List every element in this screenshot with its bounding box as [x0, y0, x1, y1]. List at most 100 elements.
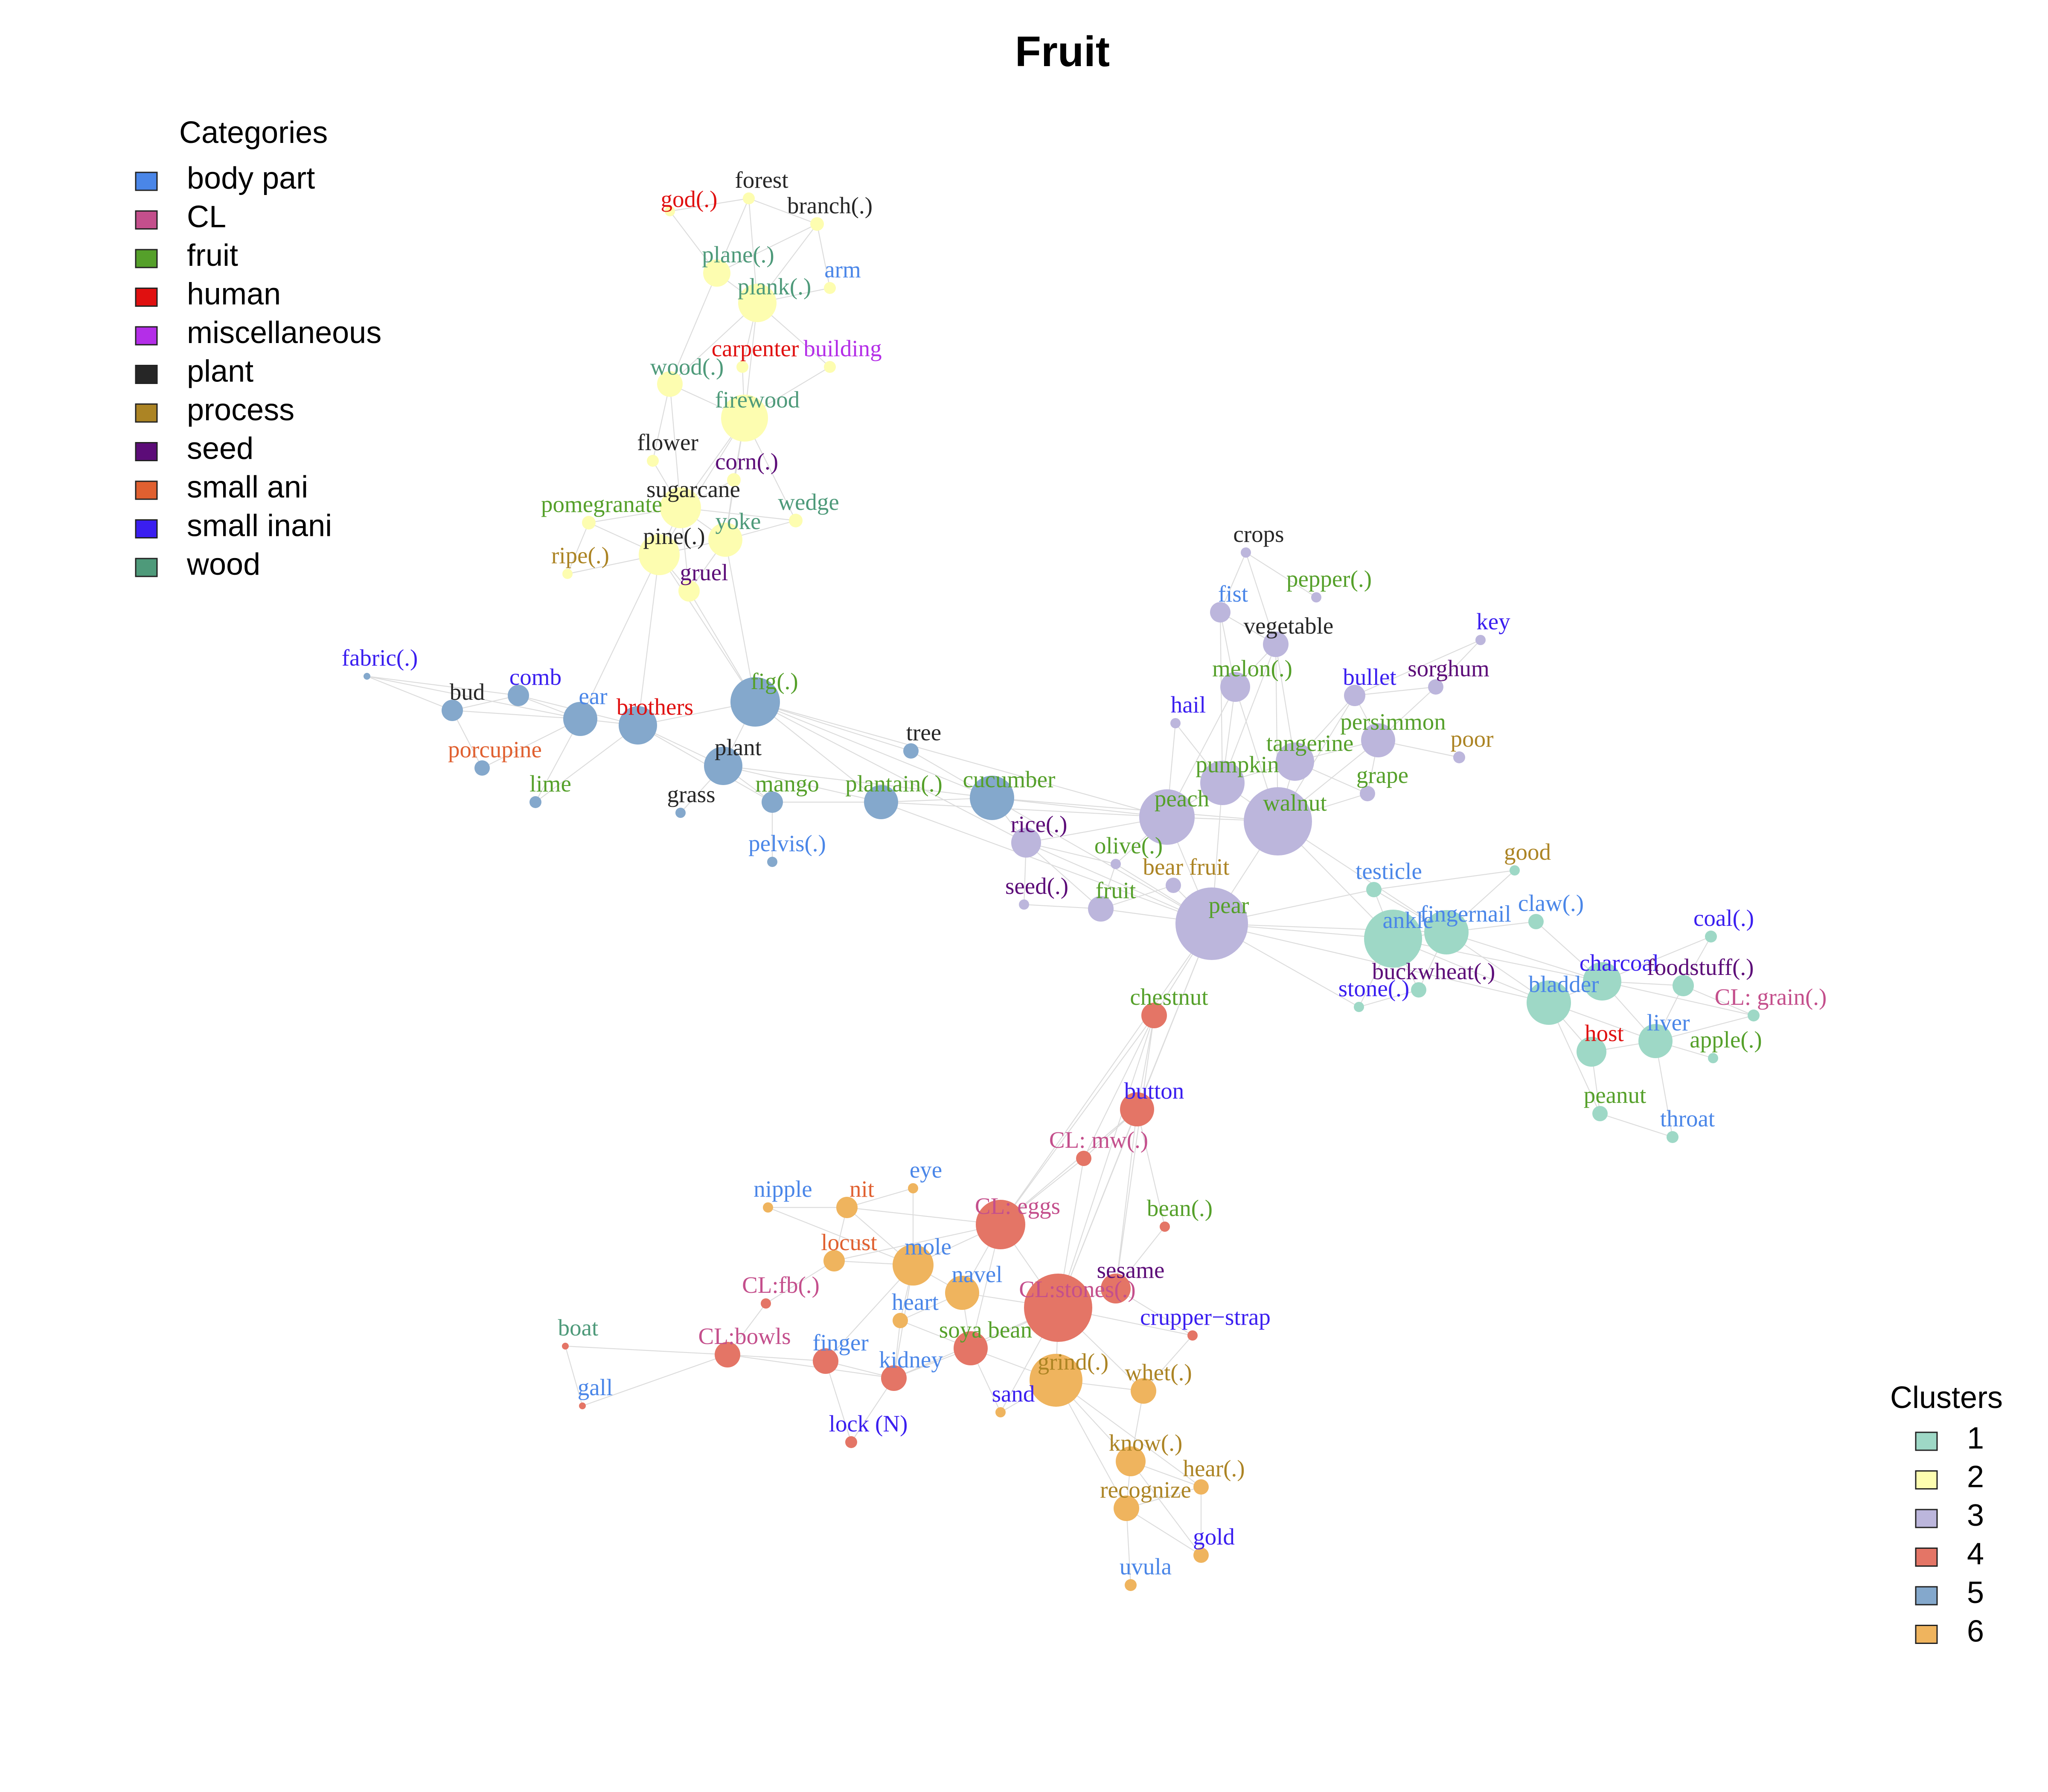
- node-label-persimmon: persimmon: [1340, 709, 1446, 735]
- node-label-bean: bean(.): [1147, 1195, 1213, 1221]
- node-label-seed: seed(.): [1005, 873, 1068, 899]
- node-label-sugarcane: sugarcane: [646, 476, 740, 502]
- node-label-lock-n: lock (N): [829, 1411, 908, 1437]
- node-label-stone: stone(.): [1338, 975, 1409, 1001]
- node-gold: [1193, 1548, 1209, 1563]
- node-label-bud: bud: [450, 679, 485, 705]
- edge-recognize-uvula: [1126, 1508, 1132, 1585]
- legend-categories-title: Categories: [179, 116, 328, 150]
- node-hail: [1170, 718, 1181, 728]
- node-plant: [704, 747, 742, 785]
- edge-wood-flower: [652, 384, 671, 461]
- edge-good-testicle: [1373, 870, 1515, 890]
- edge-pomegranate-ripe: [567, 522, 590, 574]
- node-label-mole: mole: [905, 1233, 951, 1260]
- node-bud: [442, 700, 463, 721]
- edge-button-cl-eggs: [1000, 1109, 1137, 1225]
- node-building: [824, 361, 836, 373]
- node-plank: [738, 284, 777, 322]
- edge-boat-gall: [564, 1346, 583, 1406]
- node-throat: [1667, 1131, 1679, 1143]
- node-label-pomegranate: pomegranate: [541, 491, 662, 517]
- node-label-testicle: testicle: [1356, 858, 1422, 884]
- node-label-cl-grain: CL: grain(.): [1715, 984, 1827, 1010]
- node-label-host: host: [1585, 1020, 1624, 1046]
- node-label-tree: tree: [906, 719, 941, 745]
- edge-cl-bowls-kidney: [727, 1354, 894, 1379]
- node-persimmon: [1361, 723, 1395, 757]
- edge-foodstuff-cl-grain: [1683, 985, 1754, 1016]
- node-coal: [1705, 931, 1717, 943]
- node-label-olive: olive(.): [1094, 832, 1163, 858]
- edge-pine-fig: [659, 554, 756, 702]
- node-flower: [647, 455, 659, 467]
- node-brothers: [619, 706, 657, 745]
- edge-chestnut-cl-eggs: [1000, 1015, 1155, 1225]
- edge-seed-fruit: [1024, 904, 1101, 910]
- node-mole: [893, 1245, 934, 1286]
- node-label-soya-bean: soya bean: [939, 1317, 1032, 1343]
- legend-label-cluster-4: 4: [1967, 1537, 1984, 1571]
- edge-button-cl-stones: [1057, 1109, 1138, 1308]
- node-label-ear: ear: [579, 683, 607, 709]
- node-label-fabric: fabric(.): [342, 645, 418, 671]
- node-label-gruel: gruel: [680, 559, 728, 585]
- node-label-cl-stones: CL:stones(.): [1019, 1276, 1135, 1302]
- node-gruel: [678, 580, 700, 602]
- node-label-peach: peach: [1155, 785, 1209, 812]
- edge-boat-cl-bowls: [565, 1345, 728, 1356]
- node-liver: [1638, 1024, 1673, 1058]
- node-label-nit: nit: [849, 1176, 874, 1202]
- node-label-boat: boat: [558, 1315, 599, 1341]
- node-porcupine: [474, 760, 490, 776]
- node-label-peanut: peanut: [1584, 1082, 1647, 1108]
- edge-branch-arm: [816, 224, 831, 288]
- edge-nipple-mole: [768, 1207, 913, 1266]
- node-claw: [1528, 914, 1544, 929]
- node-vegetable: [1263, 631, 1289, 657]
- legend-swatch-cl: [135, 210, 158, 230]
- node-buckwheat: [1411, 982, 1426, 998]
- node-foodstuff: [1673, 975, 1694, 996]
- node-label-porcupine: porcupine: [448, 736, 542, 762]
- node-label-heart: heart: [892, 1289, 939, 1315]
- edge-vegetable-tangerine: [1275, 644, 1296, 762]
- node-label-building: building: [803, 335, 881, 361]
- legend-label-fruit: fruit: [187, 239, 238, 273]
- node-label-bladder: bladder: [1529, 971, 1599, 997]
- edge-wood-sugarcane: [669, 384, 681, 508]
- node-mango: [762, 791, 783, 813]
- edge-sesame-crupper-strap: [1115, 1288, 1193, 1336]
- node-walnut: [1244, 787, 1312, 855]
- node-ear: [563, 702, 597, 736]
- node-label-grass: grass: [667, 781, 715, 807]
- node-fruit: [1088, 896, 1114, 922]
- node-forest: [743, 192, 755, 204]
- node-label-wood: wood(.): [650, 354, 724, 380]
- node-pumpkin: [1200, 761, 1245, 805]
- node-label-plantain: plantain(.): [845, 771, 943, 797]
- node-peanut: [1592, 1106, 1608, 1121]
- edge-crops-pepper: [1245, 552, 1317, 598]
- node-recognize: [1114, 1495, 1139, 1521]
- node-label-plane: plane(.): [702, 241, 774, 268]
- legend-label-human: human: [187, 277, 281, 311]
- node-heart: [893, 1313, 908, 1328]
- node-label-gold: gold: [1193, 1524, 1235, 1550]
- node-label-mango: mango: [755, 771, 819, 797]
- edge-charcoal-cl-grain: [1602, 980, 1754, 1016]
- edge-plantain-peach: [881, 801, 1167, 818]
- node-ankle: [1364, 910, 1422, 968]
- edge-kidney-lock-n: [851, 1378, 894, 1443]
- edge-ankle-charcoal: [1393, 938, 1603, 982]
- edge-crops-vegetable: [1245, 552, 1277, 645]
- node-pear: [1175, 887, 1248, 960]
- edge-fig-tree: [755, 701, 911, 752]
- node-cl-fb: [761, 1298, 771, 1309]
- node-label-cl-fb: CL:fb(.): [742, 1272, 820, 1298]
- node-label-pumpkin: pumpkin: [1196, 751, 1279, 777]
- edge-grind-hear: [1056, 1380, 1201, 1487]
- edge-know-gold: [1130, 1461, 1201, 1556]
- node-label-locust: locust: [821, 1229, 877, 1255]
